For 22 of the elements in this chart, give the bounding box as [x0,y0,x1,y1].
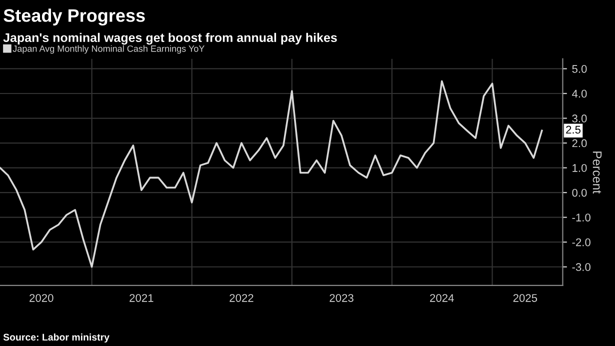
y-tick-label: 0.0 [572,188,587,197]
x-tick-label: 2021 [130,294,154,302]
chart-subtitle: Japan's nominal wages get boost from annual pay hikes [3,32,337,45]
x-tick-label: 2025 [513,294,538,302]
legend-label: Japan Avg Monthly Nominal Cash Earnings YoY [12,45,204,54]
source-note: Source: Labor ministry [3,333,110,343]
y-tick-label: 5.0 [572,64,587,73]
y-tick-label: -2.0 [572,238,590,246]
x-tick-label: 2023 [330,294,354,302]
y-tick-label: -3.0 [572,263,590,272]
x-tick-label: 2022 [230,294,254,302]
annotation: 2.5 [566,126,581,134]
y-tick-label: 4.0 [572,90,587,98]
y-tick-label: 1.0 [572,164,587,172]
x-tick-label: 2020 [30,294,54,302]
y-axis-title: Percent [592,152,602,194]
y-tick-label: -1.0 [572,214,590,222]
chart-title: Steady Progress [4,8,145,26]
line-series [0,80,543,268]
y-tick-label: 2.0 [572,139,587,148]
x-tick-label: 2024 [430,294,454,302]
y-tick-label: 3.0 [572,114,587,122]
